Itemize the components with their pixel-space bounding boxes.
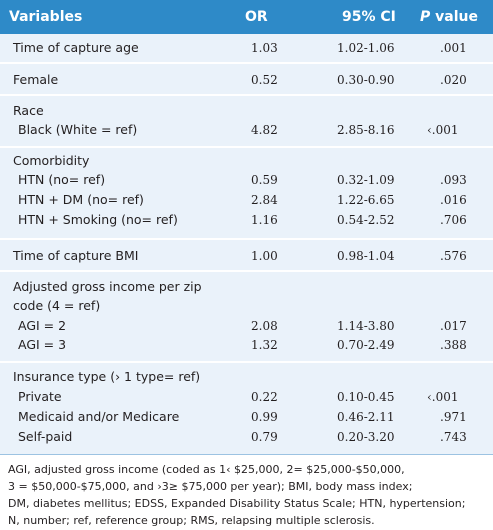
row-label: Self-paid [18, 429, 73, 444]
row-ci: 2.85-8.16 [337, 123, 395, 137]
row-or: 1.32 [251, 338, 278, 352]
row-label: HTN + Smoking (no= ref) [18, 212, 178, 227]
row-p: ‹.001 [427, 390, 459, 404]
row-p: .016 [440, 193, 467, 207]
row-label: HTN + DM (no= ref) [18, 192, 144, 207]
row-separator [0, 361, 493, 363]
group-label: code (4 = ref) [13, 298, 101, 313]
row-ci: 0.10-0.45 [337, 390, 395, 404]
row-label: Female [13, 72, 59, 87]
row-p: .093 [440, 173, 467, 187]
row-p: .576 [440, 249, 467, 263]
row-p: .017 [440, 319, 467, 333]
row-or: 1.03 [251, 41, 278, 55]
header-p-value: P value [420, 9, 478, 25]
footnote-line: AGI, adjusted gross income (coded as 1‹ … [8, 463, 405, 476]
row-ci: 1.02-1.06 [337, 41, 395, 55]
table-body: Time of capture age 1.03 1.02-1.06 .001 … [0, 34, 493, 454]
row-ci: 0.20-3.20 [337, 430, 395, 444]
row-or: 2.84 [251, 193, 278, 207]
row-ci: 0.70-2.49 [337, 338, 395, 352]
header-ci: 95% CI [342, 9, 396, 25]
row-label: Medicaid and/or Medicare [18, 409, 180, 424]
row-p: .971 [440, 410, 467, 424]
row-separator [0, 270, 493, 272]
table-footnote: AGI, adjusted gross income (coded as 1‹ … [8, 461, 488, 529]
row-or: 0.79 [251, 430, 278, 444]
header-variables: Variables [9, 9, 83, 25]
row-or: 0.52 [251, 73, 278, 87]
footnote-line: DM, diabetes mellitus; EDSS, Expanded Di… [8, 497, 466, 510]
row-p: .388 [440, 338, 467, 352]
row-p: .706 [440, 213, 467, 227]
row-label: AGI = 3 [18, 337, 67, 352]
row-p: .001 [440, 41, 467, 55]
row-or: 0.59 [251, 173, 278, 187]
row-label: Time of capture BMI [13, 248, 139, 263]
row-label: AGI = 2 [18, 318, 67, 333]
header-or: OR [245, 9, 268, 25]
group-label: Adjusted gross income per zip [13, 279, 202, 294]
row-ci: 0.32-1.09 [337, 173, 395, 187]
row-or: 4.82 [251, 123, 278, 137]
row-separator [0, 94, 493, 96]
row-ci: 0.46-2.11 [337, 410, 395, 424]
header-p-letter: P [420, 9, 431, 25]
row-label: Time of capture age [13, 40, 139, 55]
row-or: 1.00 [251, 249, 278, 263]
row-p: .020 [440, 73, 467, 87]
row-separator [0, 238, 493, 240]
row-ci: 0.54-2.52 [337, 213, 395, 227]
group-label: Insurance type (› 1 type= ref) [13, 369, 201, 384]
row-separator [0, 62, 493, 64]
table-header: Variables OR 95% CI P value [0, 0, 493, 34]
row-ci: 0.30-0.90 [337, 73, 395, 87]
header-p-suffix: value [430, 9, 478, 25]
footnote-line: N, number; ref, reference group; RMS, re… [8, 514, 375, 527]
row-or: 0.22 [251, 390, 278, 404]
row-p: ‹.001 [427, 123, 459, 137]
row-ci: 1.14-3.80 [337, 319, 395, 333]
row-or: 2.08 [251, 319, 278, 333]
row-ci: 1.22-6.65 [337, 193, 395, 207]
row-ci: 0.98-1.04 [337, 249, 395, 263]
table-bottom-rule [0, 454, 493, 455]
group-label: Comorbidity [13, 153, 90, 168]
group-label: Race [13, 103, 44, 118]
row-label: Private [18, 389, 62, 404]
row-separator [0, 146, 493, 148]
row-or: 0.99 [251, 410, 278, 424]
row-label: HTN (no= ref) [18, 172, 106, 187]
row-label: Black (White = ref) [18, 122, 138, 137]
footnote-line: 3 = $50,000-$75,000, and ›3≥ $75,000 per… [8, 480, 413, 493]
row-or: 1.16 [251, 213, 278, 227]
row-p: .743 [440, 430, 467, 444]
